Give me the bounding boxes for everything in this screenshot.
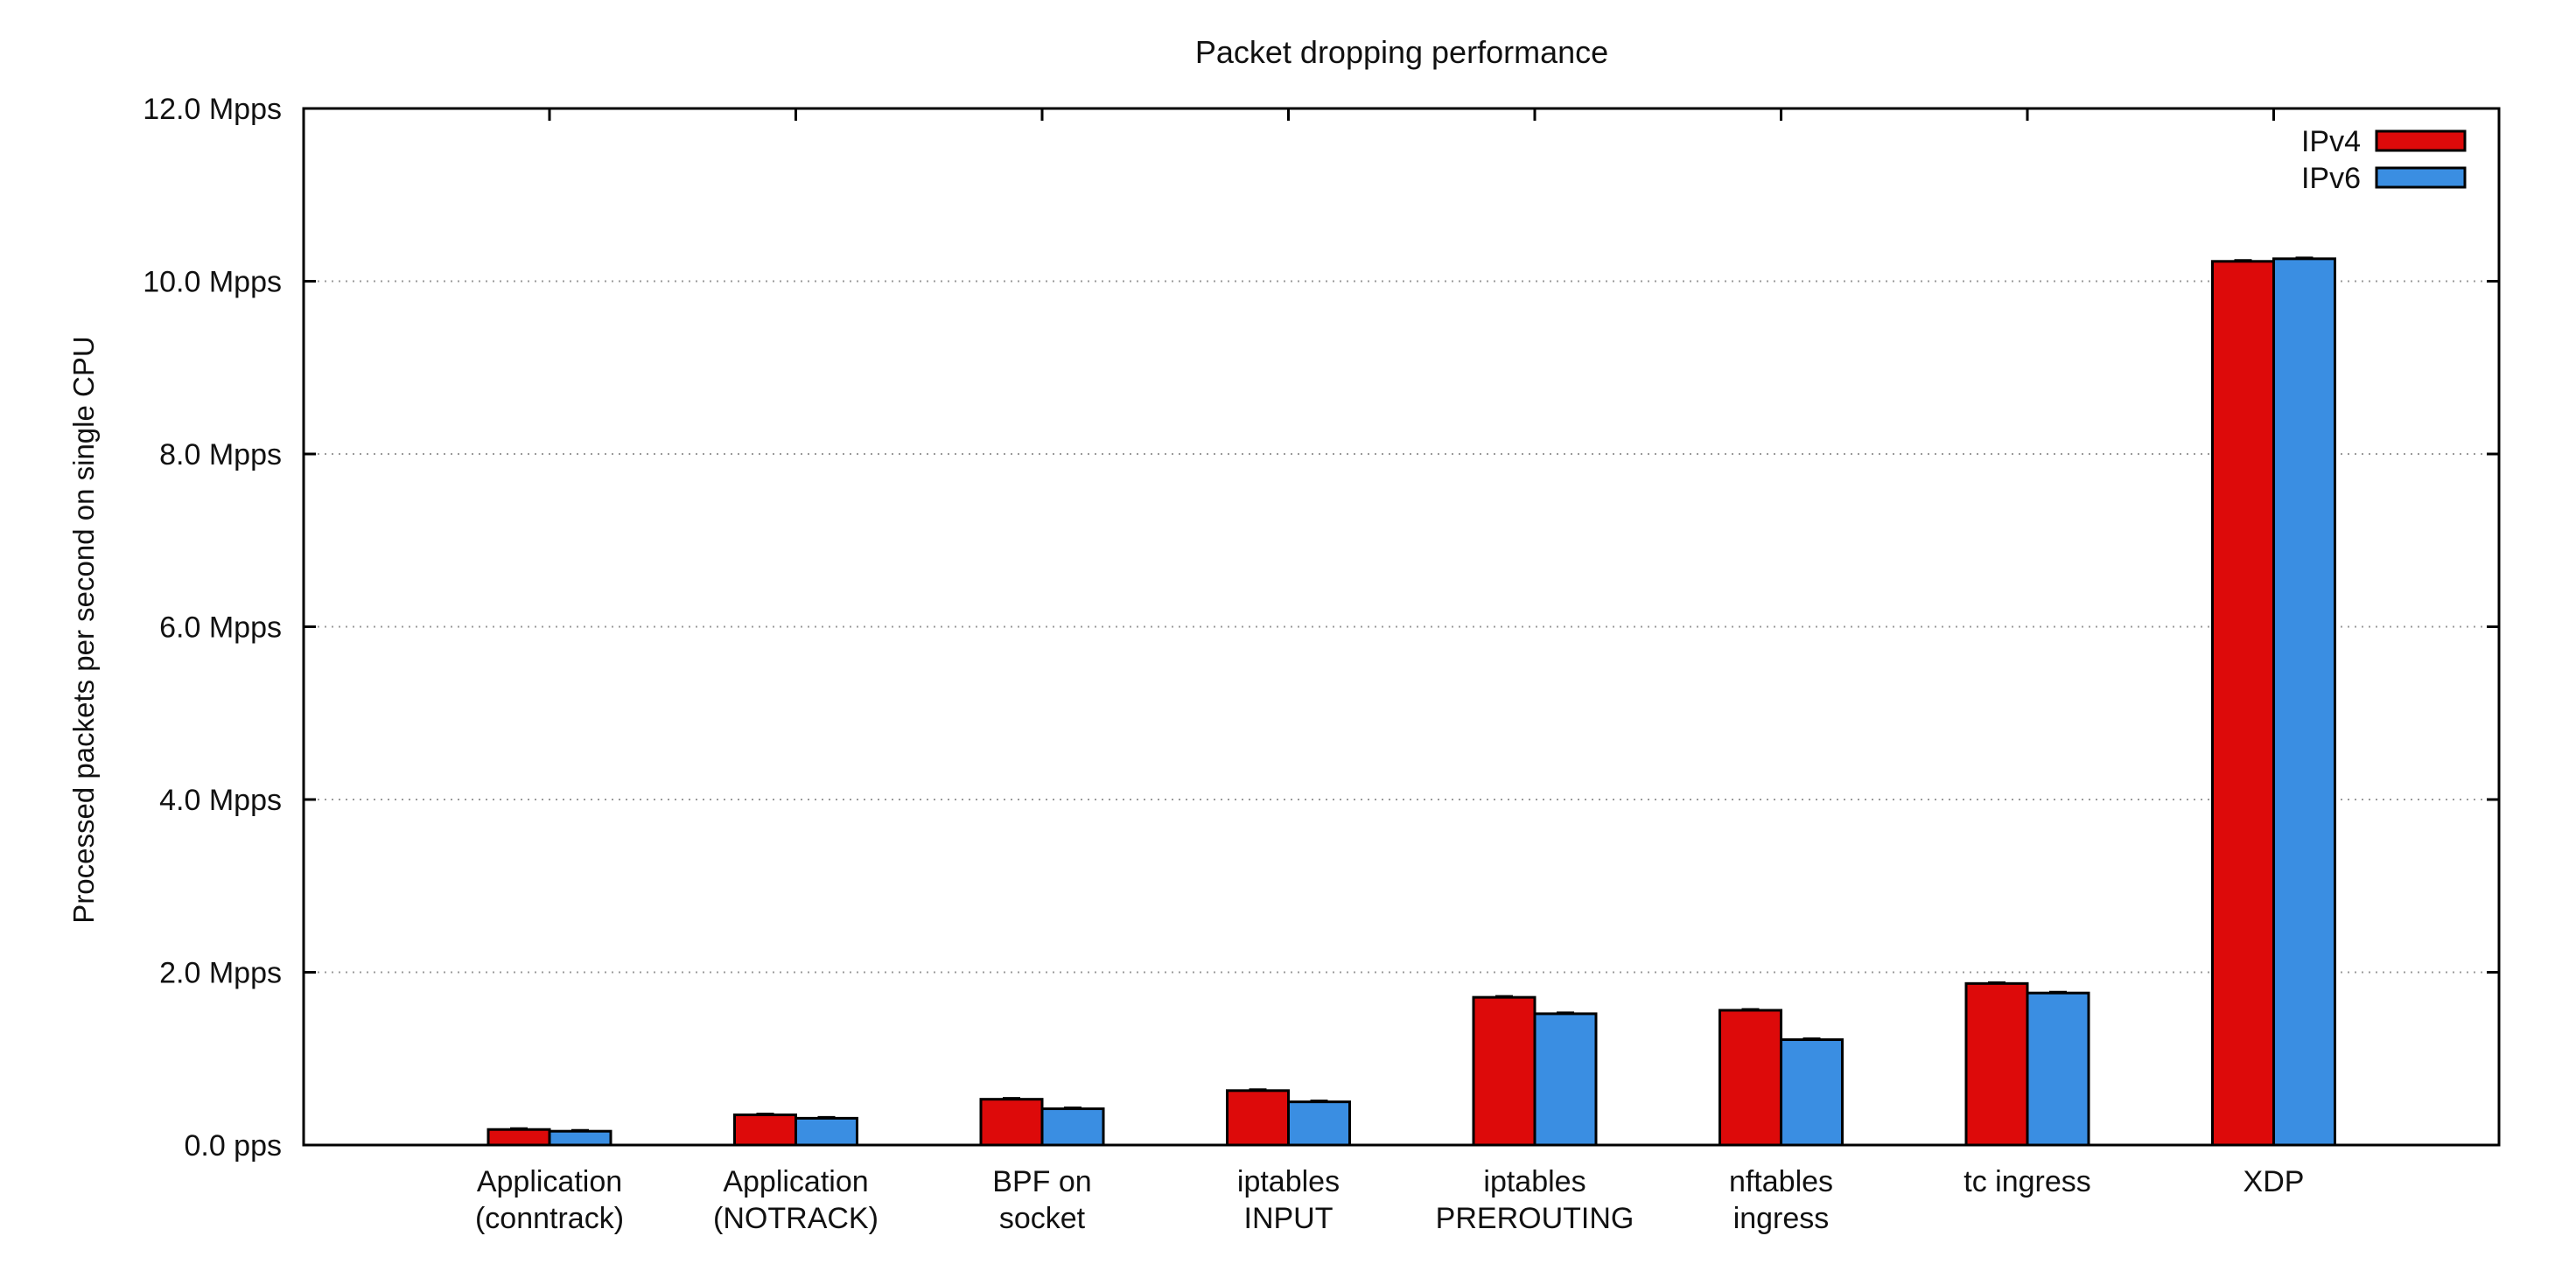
bar-ipv6-4 <box>1533 1012 1598 1147</box>
x-tick-label: iptables INPUT <box>1237 1165 1340 1235</box>
y-tick-labels: 0.0 pps 2.0 Mpps 4.0 Mpps 6.0 Mpps 8.0 Mpps 1… <box>143 93 282 1163</box>
bar-ipv6-0 <box>548 1129 612 1147</box>
legend-label-ipv4: IPv4 <box>2301 125 2361 158</box>
y-tick-label: 4.0 Mpps <box>159 784 282 817</box>
legend-label-ipv6: IPv6 <box>2301 162 2361 195</box>
x-tick-label: tc ingress <box>1964 1165 2091 1198</box>
bar-ipv4-5 <box>1718 1009 1782 1147</box>
bar-ipv4-3 <box>1226 1089 1290 1147</box>
x-tick-label: Application (NOTRACK) <box>713 1165 878 1235</box>
y-tick-label: 8.0 Mpps <box>159 438 282 471</box>
bar-ipv4-4 <box>1472 995 1536 1147</box>
y-axis-title: Processed packets per second on single C… <box>67 336 100 923</box>
bar-ipv4-2 <box>979 1098 1044 1147</box>
plot-border <box>302 107 2501 1147</box>
y-tick-label: 2.0 Mpps <box>159 957 282 990</box>
bar-ipv4-7 <box>2211 260 2275 1147</box>
bar-ipv6-7 <box>2272 257 2336 1147</box>
x-tick-label: nftables ingress <box>1729 1165 1833 1235</box>
bar-ipv6-5 <box>1780 1038 1844 1147</box>
bar-ipv4-1 <box>733 1113 797 1147</box>
x-tick-label: Application (conntrack) <box>475 1165 624 1235</box>
axes <box>302 107 2501 1147</box>
gridlines <box>304 280 2499 974</box>
bar-ipv6-3 <box>1287 1100 1351 1147</box>
x-tick-label: BPF on socket <box>992 1165 1091 1235</box>
x-tick-labels: Application (conntrack) Application (NOTRAC… <box>475 1165 2304 1235</box>
legend: IPv4 IPv6 <box>2301 125 2467 195</box>
y-tick-label: 0.0 pps <box>184 1129 282 1163</box>
bar-ipv6-1 <box>794 1116 858 1147</box>
legend-swatch-ipv4 <box>2375 129 2467 152</box>
bar-ipv4-0 <box>486 1128 551 1147</box>
x-tick-label: iptables PREROUTING <box>1436 1165 1634 1235</box>
x-tick-label: XDP <box>2244 1165 2305 1198</box>
bar-ipv6-2 <box>1040 1107 1105 1147</box>
bars <box>486 256 2336 1147</box>
bar-ipv4-6 <box>1964 981 2029 1147</box>
y-tick-label: 12.0 Mpps <box>143 93 282 126</box>
chart-title: Packet dropping performance <box>1195 34 1608 70</box>
y-tick-label: 6.0 Mpps <box>159 611 282 645</box>
bar-ipv6-6 <box>2026 991 2090 1147</box>
y-tick-label: 10.0 Mpps <box>143 266 282 299</box>
legend-swatch-ipv6 <box>2375 166 2467 189</box>
